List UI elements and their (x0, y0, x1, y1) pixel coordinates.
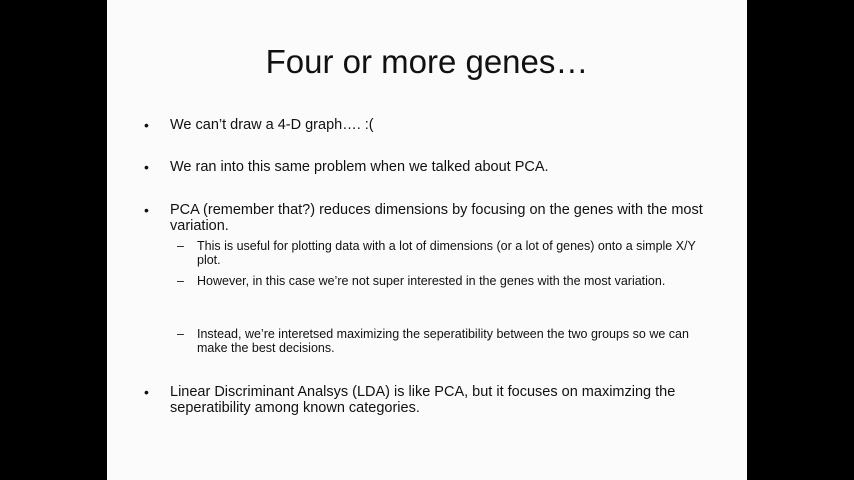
slide-title: Four or more genes… (107, 42, 747, 82)
bullet-text: PCA (remember that?) reduces dimensions … (170, 202, 714, 234)
bullet-item: • We ran into this same problem when we … (144, 159, 714, 175)
bullet-text: We ran into this same problem when we ta… (170, 159, 714, 175)
subbullet-item: – This is useful for plotting data with … (177, 239, 717, 267)
bullet-marker: • (144, 202, 158, 218)
subbullet-marker: – (177, 239, 191, 253)
bullet-marker: • (144, 117, 158, 133)
subbullet-text: This is useful for plotting data with a … (197, 239, 717, 267)
subbullet-item: – However, in this case we’re not super … (177, 274, 717, 288)
subbullet-item: – Instead, we’re interetsed maximizing t… (177, 327, 717, 355)
subbullet-text: Instead, we’re interetsed maximizing the… (197, 327, 717, 355)
subbullet-marker: – (177, 274, 191, 288)
slide: Four or more genes… • We can’t draw a 4-… (107, 0, 747, 480)
bullet-text: We can’t draw a 4-D graph…. :( (170, 117, 714, 133)
bullet-item: • We can’t draw a 4-D graph…. :( (144, 117, 714, 133)
bullet-text: Linear Discriminant Analsys (LDA) is lik… (170, 384, 714, 416)
bullet-item: • Linear Discriminant Analsys (LDA) is l… (144, 384, 714, 416)
bullet-marker: • (144, 159, 158, 175)
subbullet-text: However, in this case we’re not super in… (197, 274, 717, 288)
subbullet-marker: – (177, 327, 191, 341)
bullet-marker: • (144, 384, 158, 400)
bullet-item: • PCA (remember that?) reduces dimension… (144, 202, 714, 234)
